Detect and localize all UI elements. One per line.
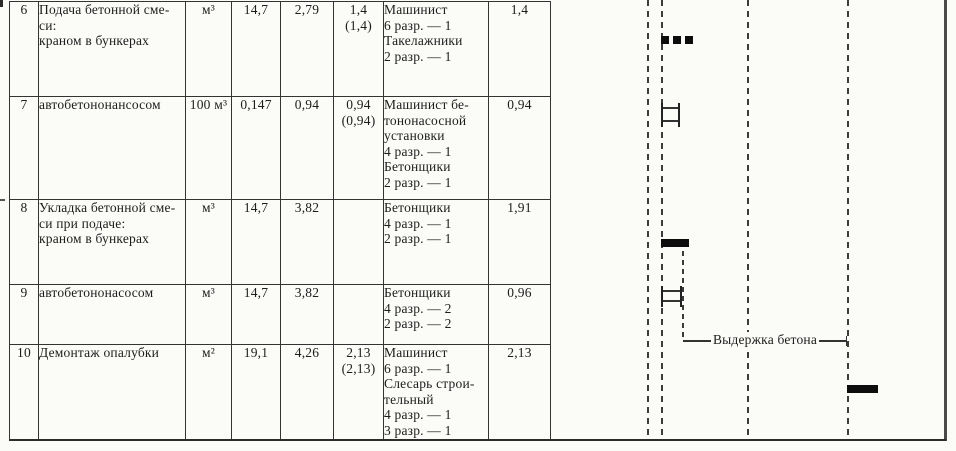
gantt-bar-row-7: [661, 103, 680, 127]
row-9-crew: Бетонщики 4 разр. — 2 2 разр. — 2: [383, 284, 489, 345]
row-7-number: 7: [9, 96, 39, 200]
row-9-work: автобетононасосом: [38, 284, 186, 345]
table-row: 7 автобетононансосом 100 м³ 0,147 0,94 0…: [9, 96, 551, 200]
row-7-quantity: 0,147: [231, 96, 281, 200]
row-6-crew: Машинист 6 разр. — 1 Такелажники 2 разр.…: [383, 1, 489, 97]
gantt-bar-row-6: [661, 36, 693, 44]
row-8-work: Укладка бетонной сме- си при подаче: кра…: [38, 199, 186, 285]
gantt-bar-row-9: [661, 286, 682, 307]
row-10-machine-time: 2,13 (2,13): [333, 344, 384, 441]
row-8-quantity: 14,7: [231, 199, 281, 285]
work-schedule-table: 6 Подача бетонной сме- си: краном в бунк…: [9, 1, 551, 441]
table-row: 8 Укладка бетонной сме- си при подаче: к…: [9, 199, 551, 285]
curing-label-text: Выдержка бетона: [710, 332, 820, 347]
row-10-unit: м²: [185, 344, 232, 441]
row-9-unit: м³: [185, 284, 232, 345]
row-6-duration: 1,4: [488, 1, 551, 97]
row-6-quantity: 14,7: [231, 1, 281, 97]
row-6-number: 6: [9, 1, 39, 97]
row-9-labor: 3,82: [280, 284, 334, 345]
gantt-gridline: [647, 0, 649, 441]
row-7-work: автобетононансосом: [38, 96, 186, 200]
gantt-gridline: [747, 0, 749, 441]
row-7-machine-time: 0,94 (0,94): [333, 96, 384, 200]
table-row: 6 Подача бетонной сме- си: краном в бунк…: [9, 1, 551, 97]
curing-label: Выдержка бетона: [675, 332, 855, 348]
gantt-right-border: [944, 0, 947, 441]
row-7-unit: 100 м³: [185, 96, 232, 200]
row-8-duration: 1,91: [488, 199, 551, 285]
row-10-duration: 2,13: [488, 344, 551, 441]
scan-edge-mark: [0, 0, 3, 7]
scan-edge-mark: [0, 199, 5, 201]
row-6-labor: 2,79: [280, 1, 334, 97]
gantt-gridline: [847, 0, 849, 441]
table-row: 9 автобетононасосом м³ 14,7 3,82 Бетонщи…: [9, 284, 551, 345]
row-7-crew: Машинист бе- тононасосной установки 4 ра…: [383, 96, 489, 200]
curing-connector-line: [682, 251, 684, 341]
gantt-bar-row-8: [661, 239, 689, 247]
row-8-labor: 3,82: [280, 199, 334, 285]
gantt-gridline: [661, 0, 663, 441]
curing-span-end-tick: [845, 336, 848, 346]
bottom-border-line: [9, 439, 946, 441]
row-9-duration: 0,96: [488, 284, 551, 345]
row-10-crew: Машинист 6 разр. — 1 Слесарь строи- тель…: [383, 344, 489, 441]
table-row: 10 Демонтаж опалубки м² 19,1 4,26 2,13 (…: [9, 344, 551, 441]
row-10-labor: 4,26: [280, 344, 334, 441]
row-8-crew: Бетонщики 4 разр. — 1 2 разр. — 1: [383, 199, 489, 285]
gantt-bar-row-10: [847, 385, 878, 393]
row-7-duration: 0,94: [488, 96, 551, 200]
